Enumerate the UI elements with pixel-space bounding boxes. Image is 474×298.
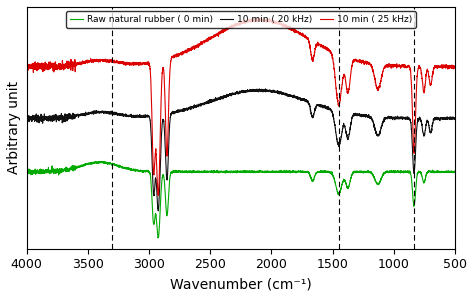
10 min ( 25 kHz): [95, 58, 101, 62]
Line: Raw natural rubber ( 0 min): Raw natural rubber ( 0 min): [27, 161, 455, 238]
10 min ( 25 kHz): [217, 31, 223, 35]
10 min ( 25 kHz): [123, 61, 128, 65]
10 min ( 20 kHz): [452, 117, 458, 121]
10 min ( 25 kHz): [24, 67, 29, 71]
10 min ( 25 kHz): [258, 16, 264, 20]
10 min ( 20 kHz): [182, 109, 188, 112]
Line: 10 min ( 25 kHz): 10 min ( 25 kHz): [27, 18, 455, 195]
10 min ( 20 kHz): [118, 113, 124, 116]
Raw natural rubber ( 0 min): [118, 165, 124, 169]
Line: 10 min ( 20 kHz): 10 min ( 20 kHz): [27, 89, 455, 211]
Raw natural rubber ( 0 min): [217, 170, 223, 173]
Raw natural rubber ( 0 min): [452, 170, 458, 174]
Raw natural rubber ( 0 min): [450, 170, 456, 174]
10 min ( 20 kHz): [95, 111, 101, 114]
X-axis label: Wavenumber (cm⁻¹): Wavenumber (cm⁻¹): [170, 277, 311, 291]
10 min ( 20 kHz): [256, 87, 262, 91]
Raw natural rubber ( 0 min): [95, 161, 101, 164]
10 min ( 20 kHz): [450, 117, 456, 120]
10 min ( 20 kHz): [123, 114, 128, 117]
Raw natural rubber ( 0 min): [155, 236, 161, 240]
Raw natural rubber ( 0 min): [123, 167, 129, 170]
Y-axis label: Arbitrary unit: Arbitrary unit: [7, 81, 21, 174]
10 min ( 25 kHz): [182, 49, 188, 53]
Legend: Raw natural rubber ( 0 min), 10 min ( 20 kHz), 10 min ( 25 kHz): Raw natural rubber ( 0 min), 10 min ( 20…: [66, 11, 416, 28]
10 min ( 20 kHz): [24, 118, 29, 121]
10 min ( 20 kHz): [155, 209, 161, 213]
10 min ( 20 kHz): [217, 96, 223, 100]
Raw natural rubber ( 0 min): [182, 169, 188, 173]
Raw natural rubber ( 0 min): [99, 159, 104, 163]
10 min ( 25 kHz): [452, 66, 458, 70]
Raw natural rubber ( 0 min): [24, 170, 29, 174]
10 min ( 25 kHz): [155, 193, 161, 197]
10 min ( 25 kHz): [118, 60, 124, 63]
10 min ( 25 kHz): [450, 65, 456, 68]
